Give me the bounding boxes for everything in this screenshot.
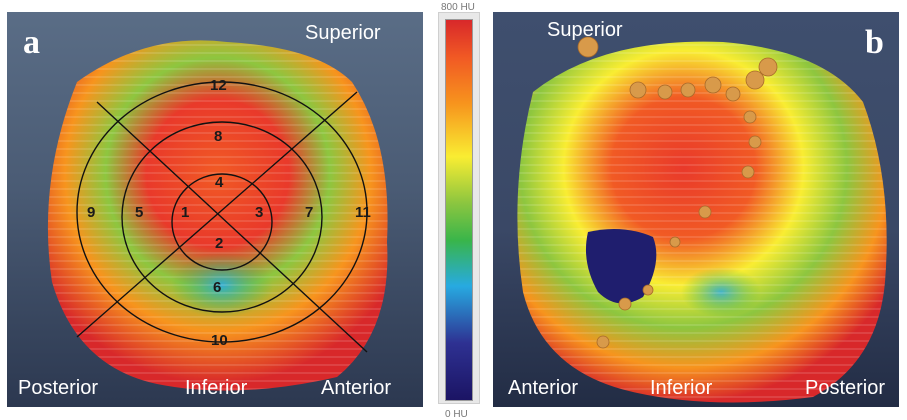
segment-8: 8	[214, 128, 223, 145]
hu-color-scale: 800 HU 0 HU	[438, 3, 480, 420]
panel-a-inferior-label: Inferior	[185, 377, 248, 399]
panel-a-letter: a	[23, 24, 40, 61]
ablation-markers	[577, 36, 778, 349]
panel-a-superior-label: Superior	[305, 22, 381, 44]
segment-10: 10	[211, 332, 228, 349]
panel-b-image: b Superior Anterior Inferior Posterior	[493, 12, 899, 407]
panel-a-render	[47, 40, 388, 391]
segment-5: 5	[135, 204, 144, 221]
colorbar-gradient	[445, 19, 473, 401]
panel-b-letter: b	[865, 24, 884, 61]
segment-1: 1	[181, 204, 190, 221]
panel-a-posterior-label: Posterior	[18, 377, 99, 399]
segment-4: 4	[215, 174, 224, 191]
panel-b-render	[517, 36, 887, 403]
segment-11: 11	[355, 204, 371, 221]
segment-9: 9	[87, 204, 96, 221]
colorbar-top-label: 800 HU	[441, 2, 475, 13]
segment-overlay	[76, 81, 368, 353]
segment-3: 3	[255, 204, 264, 221]
colorbar-bottom-label: 0 HU	[445, 409, 468, 420]
panel-b-anterior-label: Anterior	[508, 377, 579, 399]
segment-12: 12	[210, 77, 227, 94]
segment-6: 6	[213, 279, 222, 296]
segment-7: 7	[305, 204, 314, 221]
panel-a-image: a Superior Posterior Inferior Anterior 1…	[7, 12, 423, 407]
panel-b-posterior-label: Posterior	[805, 377, 886, 399]
panel-b-superior-label: Superior	[547, 19, 623, 41]
panel-b-inferior-label: Inferior	[650, 377, 713, 399]
panel-a-anterior-label: Anterior	[321, 377, 392, 399]
orifice-opening	[585, 228, 657, 304]
segment-2: 2	[215, 235, 224, 252]
